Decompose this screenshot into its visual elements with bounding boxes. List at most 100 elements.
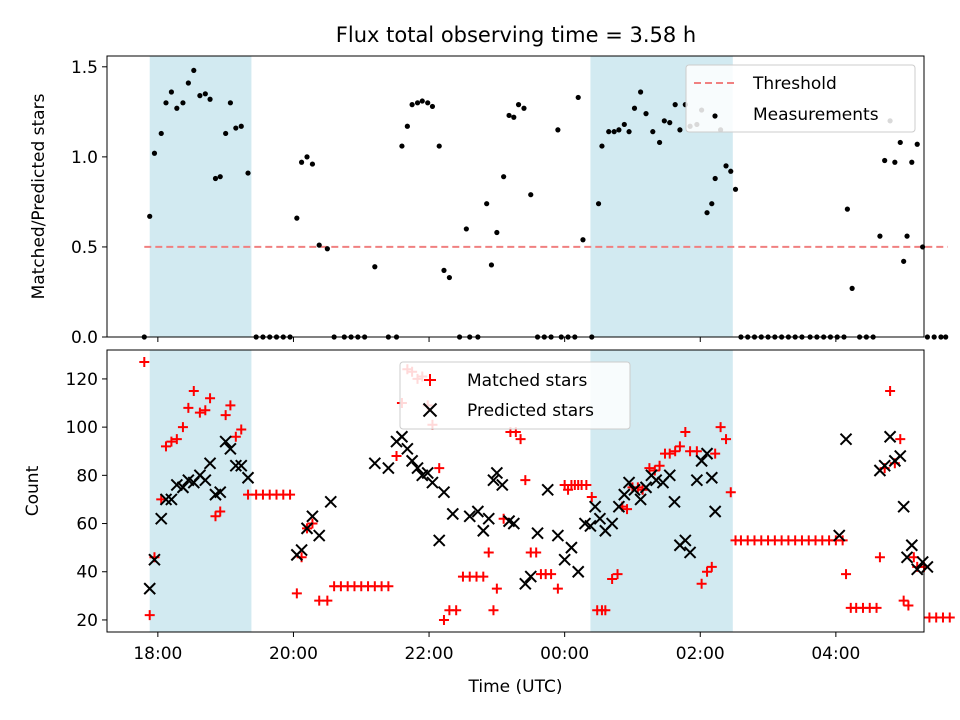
matched-point-13 <box>210 511 221 522</box>
bottom-ytick-label-0: 20 <box>76 611 98 631</box>
measurement-point-124 <box>892 159 898 165</box>
measurement-point-41 <box>404 123 410 129</box>
predicted-point-21 <box>300 522 314 535</box>
predicted-point-52 <box>558 553 571 566</box>
matched-point-6 <box>171 434 182 445</box>
predicted-point-4 <box>165 493 178 506</box>
measurement-point-134 <box>943 334 949 340</box>
top-y-axis: 0.0 0.5 1.0 1.5 <box>71 58 107 348</box>
measurement-point-99 <box>732 186 739 192</box>
predicted-point-38 <box>463 510 476 523</box>
predicted-point-88 <box>900 551 914 564</box>
predicted-point-51 <box>551 529 565 542</box>
measurement-point-5 <box>168 89 175 95</box>
bottom-x-axis: 18:00 20:00 22:00 00:00 02:00 04:00 <box>133 632 860 664</box>
legend-predicted-marker <box>422 402 438 418</box>
matched-point-7 <box>177 422 188 433</box>
matched-point-10 <box>194 407 205 418</box>
measurement-point-57 <box>501 174 507 180</box>
matched-point-85 <box>622 504 633 515</box>
predicted-point-33 <box>421 466 434 480</box>
matched-point-99 <box>696 578 707 589</box>
matched-point-56 <box>478 571 489 582</box>
matched-point-17 <box>230 431 241 442</box>
matched-point-129 <box>874 552 885 563</box>
measurement-point-13 <box>212 175 219 182</box>
predicted-point-78 <box>705 471 718 484</box>
measurement-point-93 <box>704 210 710 216</box>
measurement-point-47 <box>436 143 442 149</box>
bottom-legend: Matched stars Predicted stars <box>399 361 631 430</box>
matched-point-50 <box>438 614 449 625</box>
matched-point-78 <box>586 492 597 503</box>
measurement-point-70 <box>575 94 581 101</box>
predicted-point-64 <box>628 483 641 497</box>
bottom-ytick-label-5: 120 <box>66 370 98 390</box>
measurement-point-4 <box>163 100 169 106</box>
matched-point-81 <box>600 605 611 616</box>
matched-point-100 <box>702 566 713 577</box>
matched-point-52 <box>451 605 462 616</box>
measurement-point-122 <box>882 157 888 164</box>
measurement-point-94 <box>709 201 715 207</box>
bottom-axes-frame <box>106 349 925 633</box>
matched-point-58 <box>488 605 499 616</box>
predicted-point-29 <box>401 442 414 456</box>
xtick-label-0: 18:00 <box>133 644 182 664</box>
measurement-point-45 <box>425 100 431 106</box>
measurement-point-83 <box>650 129 656 135</box>
measurement-point-60 <box>515 102 522 108</box>
top-ytick-label-0: 0.0 <box>71 328 98 348</box>
matched-point-66 <box>531 547 542 558</box>
predicted-point-2 <box>155 512 168 525</box>
measurement-point-116 <box>844 206 850 212</box>
matched-point-8 <box>183 402 194 413</box>
predicted-point-54 <box>572 565 585 578</box>
measurement-point-58 <box>506 112 512 119</box>
measurement-point-11 <box>202 91 208 97</box>
measurement-point-9 <box>191 67 197 74</box>
matched-point-134 <box>898 595 909 606</box>
predicted-point-0 <box>143 582 156 595</box>
top-ytick-label-3: 1.5 <box>71 58 98 78</box>
bottom-y-axis-label: Count <box>23 465 43 516</box>
predicted-point-26 <box>382 461 395 475</box>
predicted-point-6 <box>176 481 190 494</box>
measurement-point-133 <box>938 334 944 340</box>
matched-point-12 <box>205 393 216 404</box>
measurement-point-49 <box>446 274 452 281</box>
predicted-point-16 <box>229 459 243 472</box>
predicted-point-35 <box>433 534 446 547</box>
matched-point-96 <box>680 426 691 437</box>
matched-point-41 <box>391 451 402 462</box>
measurement-point-30 <box>316 242 322 248</box>
predicted-point-58 <box>593 512 607 525</box>
matched-point-104 <box>721 434 732 445</box>
predicted-point-75 <box>690 473 704 487</box>
measurement-point-79 <box>626 129 632 135</box>
measurement-point-62 <box>528 192 534 198</box>
predicted-point-40 <box>477 524 490 537</box>
predicted-point-41 <box>482 512 495 525</box>
predicted-point-62 <box>618 488 631 501</box>
bottom-legend-box <box>399 361 631 430</box>
matched-point-63 <box>515 434 526 445</box>
legend-threshold-label: Threshold <box>752 74 837 94</box>
measurement-point-37 <box>372 264 378 270</box>
measurement-point-74 <box>599 143 605 149</box>
measurement-point-6 <box>174 105 180 111</box>
measurement-point-27 <box>298 159 305 165</box>
measurement-point-19 <box>245 170 251 176</box>
measurement-point-40 <box>399 143 405 149</box>
measurement-point-44 <box>419 98 425 104</box>
matched-point-9 <box>188 385 199 396</box>
top-legend: Threshold Measurements <box>685 64 916 133</box>
predicted-point-79 <box>708 505 722 518</box>
matched-point-0 <box>139 357 150 368</box>
measurement-point-125 <box>897 139 903 146</box>
matched-point-83 <box>612 569 623 580</box>
predicted-point-28 <box>395 430 409 443</box>
matched-point-31 <box>322 595 333 606</box>
predicted-point-57 <box>588 500 602 513</box>
measurement-point-43 <box>414 100 421 106</box>
